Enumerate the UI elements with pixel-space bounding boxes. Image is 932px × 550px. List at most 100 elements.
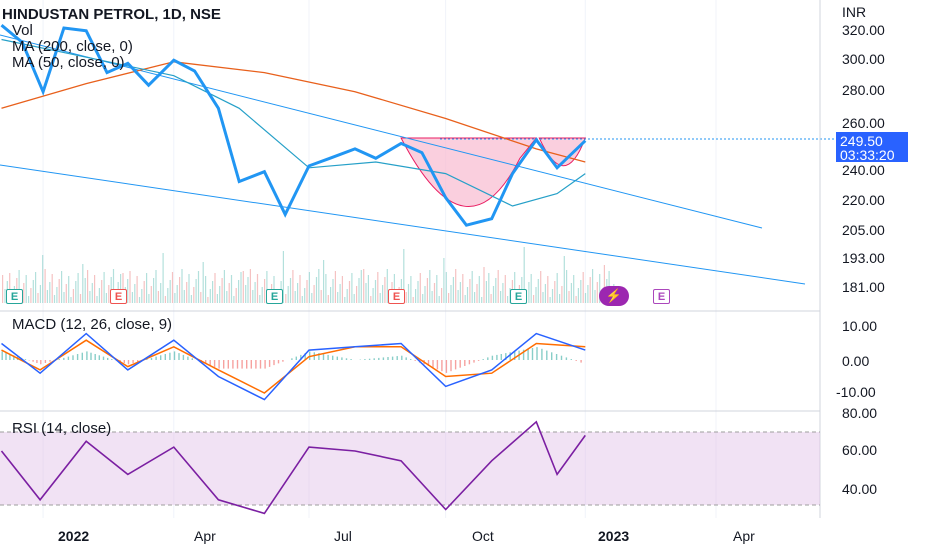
price-axis-tick: 300.00	[842, 51, 885, 67]
earnings-marker[interactable]: E	[6, 289, 23, 304]
volume-bar	[138, 297, 141, 303]
volume-bar	[216, 294, 218, 303]
volume-bar	[325, 274, 327, 303]
volume-bar	[436, 275, 438, 303]
macd-histogram-bar	[364, 359, 366, 360]
macd-histogram-bar	[218, 360, 220, 369]
volume-bar	[134, 284, 136, 303]
macd-legend[interactable]: MACD (12, 26, close, 9)	[12, 316, 173, 333]
macd-histogram-bar	[241, 360, 243, 369]
rsi-band	[0, 432, 820, 505]
volume-bar	[540, 271, 542, 303]
price-axis-tick: 193.00	[842, 250, 885, 266]
volume-bar	[497, 270, 499, 303]
volume-bar	[556, 273, 558, 303]
macd-histogram-bar	[405, 357, 407, 360]
volume-bar	[542, 292, 544, 303]
macd-histogram-bar	[76, 354, 79, 360]
rsi-legend[interactable]: RSI (14, close)	[12, 420, 112, 437]
macd-histogram-bar	[102, 356, 105, 360]
macd-histogram-bar	[382, 357, 385, 360]
volume-bar	[471, 271, 473, 303]
volume-bar	[514, 272, 516, 303]
volume-bar	[101, 280, 103, 303]
macd-histogram-bar	[223, 360, 225, 369]
volume-bar	[433, 283, 436, 303]
macd-histogram-bar	[491, 355, 494, 360]
macd-histogram-bar	[67, 356, 70, 360]
volume-bar	[75, 281, 77, 303]
volume-bar	[79, 294, 82, 303]
volume-bar	[429, 270, 431, 303]
macd-histogram-bar	[580, 360, 582, 363]
volume-bar	[256, 274, 259, 303]
volume-bar	[35, 272, 37, 303]
ma200-legend[interactable]: MA (200, close, 0)	[12, 38, 133, 55]
macd-histogram-bar	[575, 360, 577, 361]
earnings-marker[interactable]: E	[110, 289, 127, 304]
lower-trendline[interactable]	[0, 164, 806, 285]
volume-bar	[212, 281, 214, 303]
macd-histogram-bar	[396, 356, 398, 360]
volume-bar	[65, 284, 67, 303]
macd-histogram-bar	[81, 352, 83, 360]
volume-bar	[315, 277, 318, 303]
volume-bar	[37, 293, 39, 303]
volume-bar	[155, 270, 157, 303]
macd-histogram-bar	[565, 357, 568, 360]
volume-bar	[207, 297, 209, 303]
volume-bar	[254, 282, 256, 303]
volume-bar	[551, 289, 554, 303]
earnings-marker[interactable]: E	[510, 289, 527, 304]
volume-bar	[530, 274, 532, 303]
macd-histogram-bar	[473, 360, 475, 363]
volume-bar	[476, 284, 478, 303]
volume-bar	[544, 284, 546, 303]
volume-bar	[360, 270, 362, 303]
volume-bar	[181, 269, 183, 303]
time-axis-tick: 2022	[58, 528, 90, 544]
rsi-axis-tick: 60.00	[842, 442, 878, 458]
earnings-marker[interactable]: E	[653, 289, 670, 304]
volume-bar	[568, 291, 570, 303]
earnings-marker[interactable]: E	[266, 289, 283, 304]
upper-trendline[interactable]	[0, 34, 763, 229]
volume-bar	[223, 270, 225, 303]
symbol-title[interactable]: HINDUSTAN PETROL, 1D, NSE	[2, 6, 221, 23]
volume-bar	[233, 296, 235, 303]
volume-bar	[594, 290, 596, 303]
volume-bar	[18, 270, 20, 303]
macd-histogram-bar	[132, 360, 134, 363]
volume-bar	[53, 295, 56, 303]
lightning-icon[interactable]: ⚡	[599, 286, 629, 306]
volume-bar	[523, 247, 525, 303]
volume-bar	[105, 293, 107, 303]
volume-bar	[384, 277, 386, 303]
ma200-line	[1, 61, 586, 163]
volume-bar	[410, 276, 412, 303]
volume-bar	[320, 290, 322, 303]
volume-bar	[495, 278, 497, 303]
volume-bar	[242, 271, 244, 303]
macd-histogram-bar	[432, 360, 434, 368]
volume-bar	[49, 282, 51, 303]
volume-bar	[341, 276, 343, 303]
earnings-marker[interactable]: E	[388, 289, 405, 304]
macd-histogram-bar	[111, 359, 113, 360]
volume-bar	[504, 275, 506, 303]
volume-bar	[219, 286, 221, 303]
macd-histogram-bar	[318, 353, 320, 360]
volume-bar	[266, 271, 268, 303]
macd-histogram-bar	[227, 360, 229, 369]
volume-legend[interactable]: Vol	[12, 22, 33, 39]
volume-bar	[294, 291, 296, 303]
macd-histogram-bar	[169, 352, 171, 360]
volume-bar	[407, 284, 410, 303]
volume-bar	[209, 289, 211, 303]
ma50-legend[interactable]: MA (50, close, 0)	[12, 54, 125, 71]
macd-histogram-bar	[468, 360, 471, 365]
volume-bar	[372, 288, 374, 303]
volume-bar	[143, 281, 145, 303]
macd-histogram-bar	[150, 357, 153, 360]
volume-bar	[289, 278, 292, 303]
